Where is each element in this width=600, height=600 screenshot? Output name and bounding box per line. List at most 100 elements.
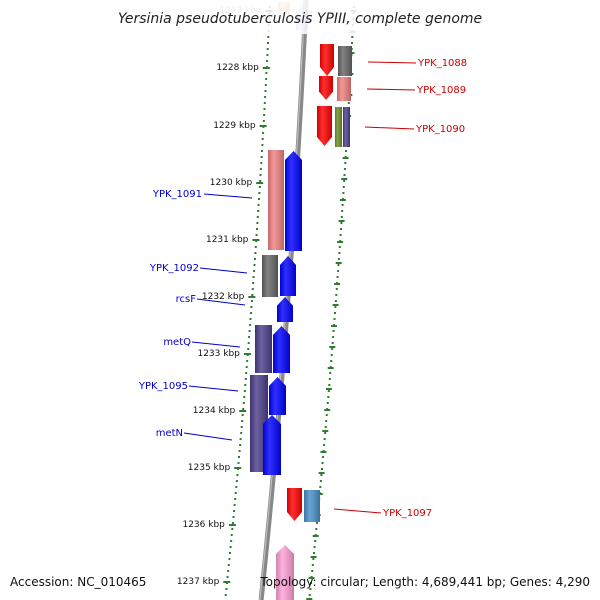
track-dot: [225, 588, 228, 590]
track-dot: [265, 72, 268, 74]
feature-ypk-1088-b[interactable]: [338, 46, 352, 76]
leader-line: [333, 508, 382, 514]
track-dot: [246, 360, 249, 362]
feature-ypk-1097-b[interactable]: [304, 490, 320, 522]
track-dot: [242, 408, 245, 410]
track-dot: [319, 480, 322, 482]
track-dot: [322, 456, 324, 458]
tick-label: 1232 kbp: [202, 292, 245, 302]
track-dot: [235, 480, 238, 482]
track-dot: [331, 348, 334, 350]
track-dot: [260, 156, 263, 158]
track-dot: [251, 288, 254, 290]
track-dot: [239, 438, 242, 440]
track-dot: [328, 378, 331, 380]
feature-ypk-1092-cds[interactable]: [262, 255, 278, 297]
track-dot: [256, 222, 259, 224]
track-dot: [259, 174, 262, 176]
track-dot: [264, 96, 267, 98]
leader-line: [199, 267, 248, 274]
track-dot: [251, 294, 254, 296]
track-dot: [337, 264, 340, 266]
feature-metn-gene[interactable]: [263, 415, 281, 475]
gene-label-left[interactable]: rcsF: [176, 294, 197, 305]
track-dot: [257, 204, 260, 206]
track-dot: [341, 204, 344, 206]
feature-ypk-1090-b[interactable]: [335, 107, 342, 147]
track-dot: [254, 252, 257, 254]
feature-ypk-1090-c[interactable]: [343, 107, 350, 147]
gene-label-right[interactable]: YPK_1088: [417, 58, 467, 69]
track-dot: [224, 594, 227, 596]
track-dot: [257, 210, 260, 212]
feature-ypk-1089-b[interactable]: [337, 77, 351, 101]
track-dot: [250, 306, 253, 308]
leader-line: [367, 61, 417, 64]
feature-ypk-1095-gene[interactable]: [269, 377, 286, 415]
track-dot: [241, 414, 244, 416]
track-dot: [343, 174, 346, 176]
feature-ypk-1091-gene[interactable]: [285, 151, 302, 251]
track-dot: [233, 504, 236, 506]
track-dash: [338, 220, 345, 222]
track-dot: [244, 384, 247, 386]
tick-mark: [234, 467, 242, 469]
track-dot: [312, 558, 315, 560]
track-dash: [308, 577, 315, 579]
gene-label-right[interactable]: YPK_1090: [415, 124, 465, 135]
track-dash: [342, 157, 349, 159]
track-dot: [254, 246, 257, 248]
track-dash: [320, 451, 327, 453]
track-dot: [313, 552, 315, 554]
gene-label-left[interactable]: YPK_1092: [149, 263, 199, 274]
feature-rcsf-gene[interactable]: [277, 297, 293, 322]
feature-ypk-1088-a[interactable]: [320, 44, 334, 76]
feature-ypk-1097-a[interactable]: [287, 488, 302, 521]
track-dot: [331, 342, 334, 344]
gene-label-right[interactable]: YPK_1097: [382, 508, 432, 519]
track-dot: [334, 300, 337, 302]
track-dot: [264, 84, 267, 86]
track-dash: [341, 178, 348, 180]
track-dot: [329, 372, 332, 374]
label-leaders: [183, 61, 417, 514]
feature-ypk-1090-a[interactable]: [317, 106, 332, 146]
track-dot: [267, 36, 270, 38]
track-dot: [261, 144, 264, 146]
feature-ypk-1091-cds[interactable]: [268, 150, 284, 250]
leader-line: [364, 126, 415, 130]
feature-metq-cds[interactable]: [255, 325, 272, 373]
tick-mark: [228, 524, 236, 526]
gene-label-left[interactable]: YPK_1091: [152, 189, 202, 200]
tick-label: 1234 kbp: [193, 406, 236, 416]
track-dot: [327, 396, 330, 398]
gene-label-left[interactable]: YPK_1095: [138, 381, 188, 392]
track-dash: [332, 304, 339, 306]
gene-label-left[interactable]: metQ: [163, 337, 191, 348]
track-dot: [315, 522, 318, 524]
feature-ypk-1089-a[interactable]: [319, 76, 333, 100]
track-dot: [343, 168, 346, 170]
track-dot: [230, 540, 233, 542]
gene-labels: YPK_1091 YPK_1092 rcsF metQ YPK_1095 metN YPK_…: [138, 58, 467, 519]
tick-label: 1236 kbp: [182, 520, 225, 530]
leader-line: [196, 298, 246, 306]
track-dot: [315, 528, 318, 530]
track-dot: [247, 348, 250, 350]
feature-ypk-1092-gene[interactable]: [280, 256, 296, 296]
track-dot: [343, 180, 346, 182]
track-dot: [231, 522, 234, 524]
track-dot: [262, 120, 265, 122]
track-dot: [266, 60, 269, 62]
track-dot: [321, 468, 323, 470]
gene-label-right[interactable]: YPK_1089: [416, 85, 466, 96]
tick-mark: [259, 125, 267, 127]
feature-metq-gene[interactable]: [273, 326, 290, 373]
gene-label-left[interactable]: metN: [156, 428, 183, 439]
track-dot: [332, 330, 335, 332]
tick-label: 1237 kbp: [177, 577, 220, 587]
track-dot: [333, 318, 336, 320]
feature-partial-pink[interactable]: [276, 545, 294, 600]
track-dash: [324, 409, 331, 411]
track-dot: [229, 552, 231, 554]
